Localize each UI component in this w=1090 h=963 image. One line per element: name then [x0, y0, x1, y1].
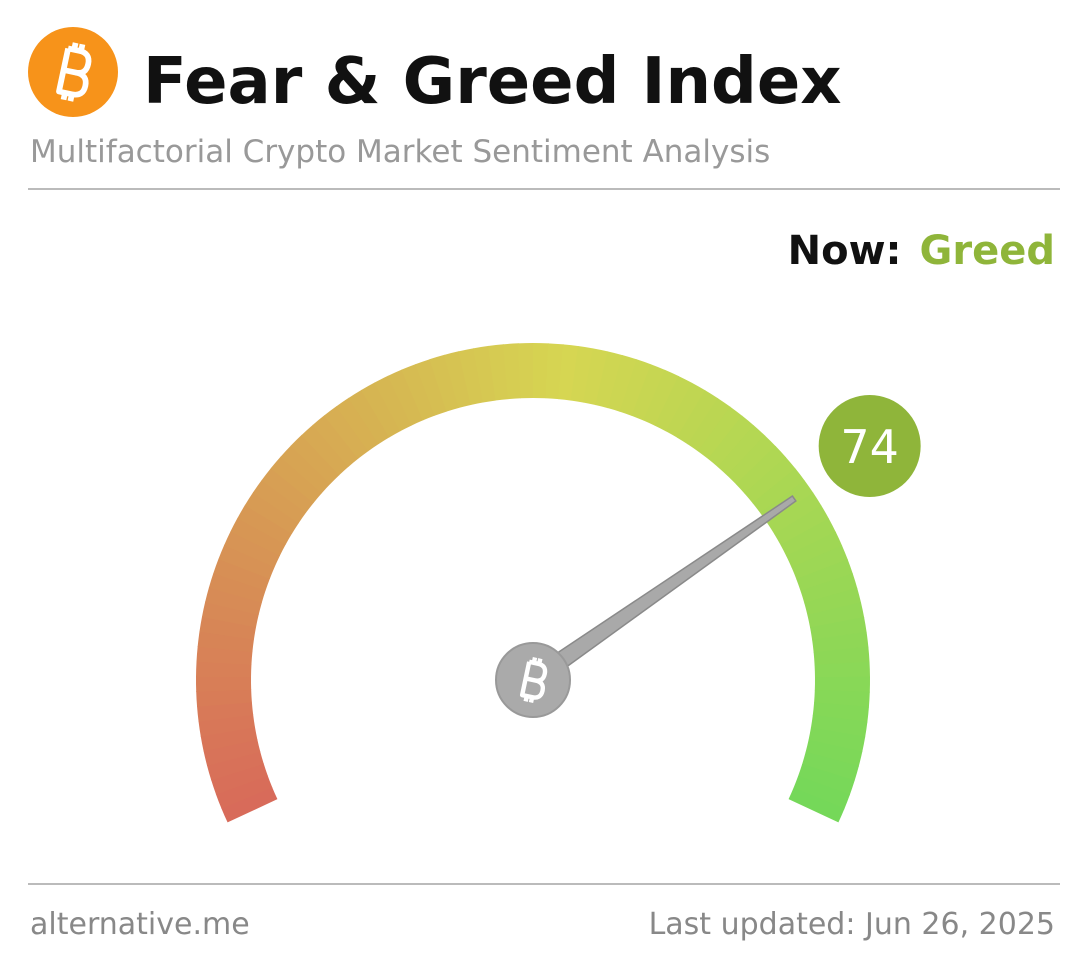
gauge-arc-segment: [726, 435, 776, 485]
gauge: 74: [196, 342, 921, 823]
gauge-arc-segment: [583, 348, 609, 406]
gauge-arc-segment: [631, 364, 666, 421]
gauge-arc-segment: [415, 359, 447, 416]
gauge-arc-segment: [643, 369, 680, 426]
subtitle: Multifactorial Crypto Market Sentiment A…: [30, 134, 770, 170]
gauge-arc-segment: [808, 727, 866, 753]
gauge-arc-segment: [502, 343, 522, 400]
gauge-arc-segment: [197, 701, 254, 722]
gauge-arc-segment: [429, 354, 460, 412]
gauge-arc-segment: [361, 382, 401, 438]
gauge-arc-segment: [488, 344, 509, 401]
gauge-arc-segment: [797, 764, 855, 796]
gauge-arc-segment: [458, 348, 484, 405]
gauge-arc-segment: [810, 714, 868, 738]
gauge-arc-segment: [814, 689, 870, 708]
gauge-arc-segment: [197, 631, 254, 653]
title: Fear & Greed Index: [143, 45, 842, 119]
gauge-arc-segment: [814, 661, 870, 678]
gauge-arc-segment: [270, 456, 323, 503]
gauge-arc-segment: [807, 602, 865, 628]
gauge-arc-segment: [290, 434, 340, 485]
gauge-arc-segment: [774, 505, 830, 546]
gauge-arc-segment: [196, 675, 252, 692]
gauge-arc-segment: [802, 751, 859, 782]
gauge-arc-segment: [812, 631, 869, 653]
gauge-arc-segment: [443, 351, 472, 409]
gauge-arc-segment: [244, 492, 299, 534]
classification: Greed: [920, 228, 1055, 274]
gauge-arc-segment: [208, 572, 266, 603]
gauge-arc-segment: [791, 545, 848, 580]
gauge-arc-segment: [558, 344, 579, 401]
gauge-arc-segment: [252, 479, 307, 524]
bitcoin-glyph: [519, 657, 548, 703]
gauge-arc-segment: [545, 343, 564, 400]
gauge-arc-segment: [687, 398, 731, 452]
bitcoin-glyph: [56, 42, 92, 102]
gauge-arc-segment: [218, 544, 275, 579]
gauge-arc-segment: [237, 504, 293, 545]
gauge-arc-segment: [261, 467, 314, 513]
gauge-arc-segment: [221, 787, 278, 823]
gauge-arc-segment: [697, 406, 743, 460]
gauge-arc-segment: [665, 382, 706, 438]
gauge-arc-segment: [323, 406, 369, 459]
gauge-arc-segment: [814, 676, 870, 693]
gauge-arc-segment: [200, 726, 258, 752]
gauge-arc-segment: [796, 559, 853, 592]
gauge-arc-segment: [570, 346, 594, 403]
gauge-arc-segment: [619, 359, 652, 416]
gauge-arc-segment: [793, 775, 850, 810]
gauge-arc-segment: [595, 351, 623, 409]
gauge-arc-segment: [213, 558, 270, 591]
gauge-arc-segment: [230, 517, 286, 556]
gauge-arc-segment: [196, 660, 252, 678]
gauge-arc-segment: [805, 739, 863, 767]
gauge-arc-segment: [387, 369, 424, 426]
gauge-arc-segment: [374, 375, 412, 432]
gauge-arc-segment: [517, 342, 534, 399]
gauge-arc-segment: [812, 702, 869, 723]
gauge-arc-segment: [533, 343, 549, 399]
gauge-arc-segment: [752, 468, 805, 514]
gauge-arc-segment: [744, 456, 796, 504]
gauge-arc-segment: [804, 587, 862, 616]
gauge-arc-segment: [767, 492, 822, 535]
gauge-arc-segment: [205, 587, 262, 615]
gauge-arc-segment: [735, 445, 787, 494]
gauge-arc-segment: [348, 389, 390, 445]
gauge-arc-segment: [280, 445, 331, 494]
gauge-arc-segment: [301, 424, 349, 476]
now-label: Now:: [788, 228, 902, 274]
gauge-arc-segment: [813, 646, 870, 666]
gauge-arc-segment: [401, 363, 436, 421]
gauge-arc-segment: [224, 531, 281, 568]
gauge-arc-segment: [312, 415, 359, 467]
gauge-arc-segment: [335, 397, 380, 452]
gauge-arc-segment: [717, 425, 766, 476]
gauge-arc-segment: [215, 775, 273, 809]
gauge-arc-segment: [676, 390, 719, 445]
source: alternative.me: [30, 907, 250, 942]
gauge-arc-segment: [203, 739, 261, 766]
gauge-arc-segment: [800, 573, 858, 604]
value-badge: [818, 395, 921, 498]
gauge-arc-segment: [654, 375, 693, 432]
gauge-arc-segment: [707, 415, 755, 468]
gauge-arc-segment: [206, 751, 264, 781]
value-label: 74: [840, 420, 899, 474]
gauge-arc-segment: [196, 689, 252, 707]
gauge-arc-segment: [780, 518, 836, 557]
gauge-arc-segment: [199, 616, 257, 640]
gauge-arc-segment: [788, 787, 845, 823]
gauge-arc-segment: [607, 354, 638, 412]
gauge-arc-segment: [211, 763, 268, 795]
now-status: Now: Greed: [788, 228, 1055, 274]
gauge-arc-segment: [201, 601, 259, 628]
last-updated: Last updated: Jun 26, 2025: [649, 907, 1055, 942]
gauge-arc-segment: [786, 531, 843, 568]
